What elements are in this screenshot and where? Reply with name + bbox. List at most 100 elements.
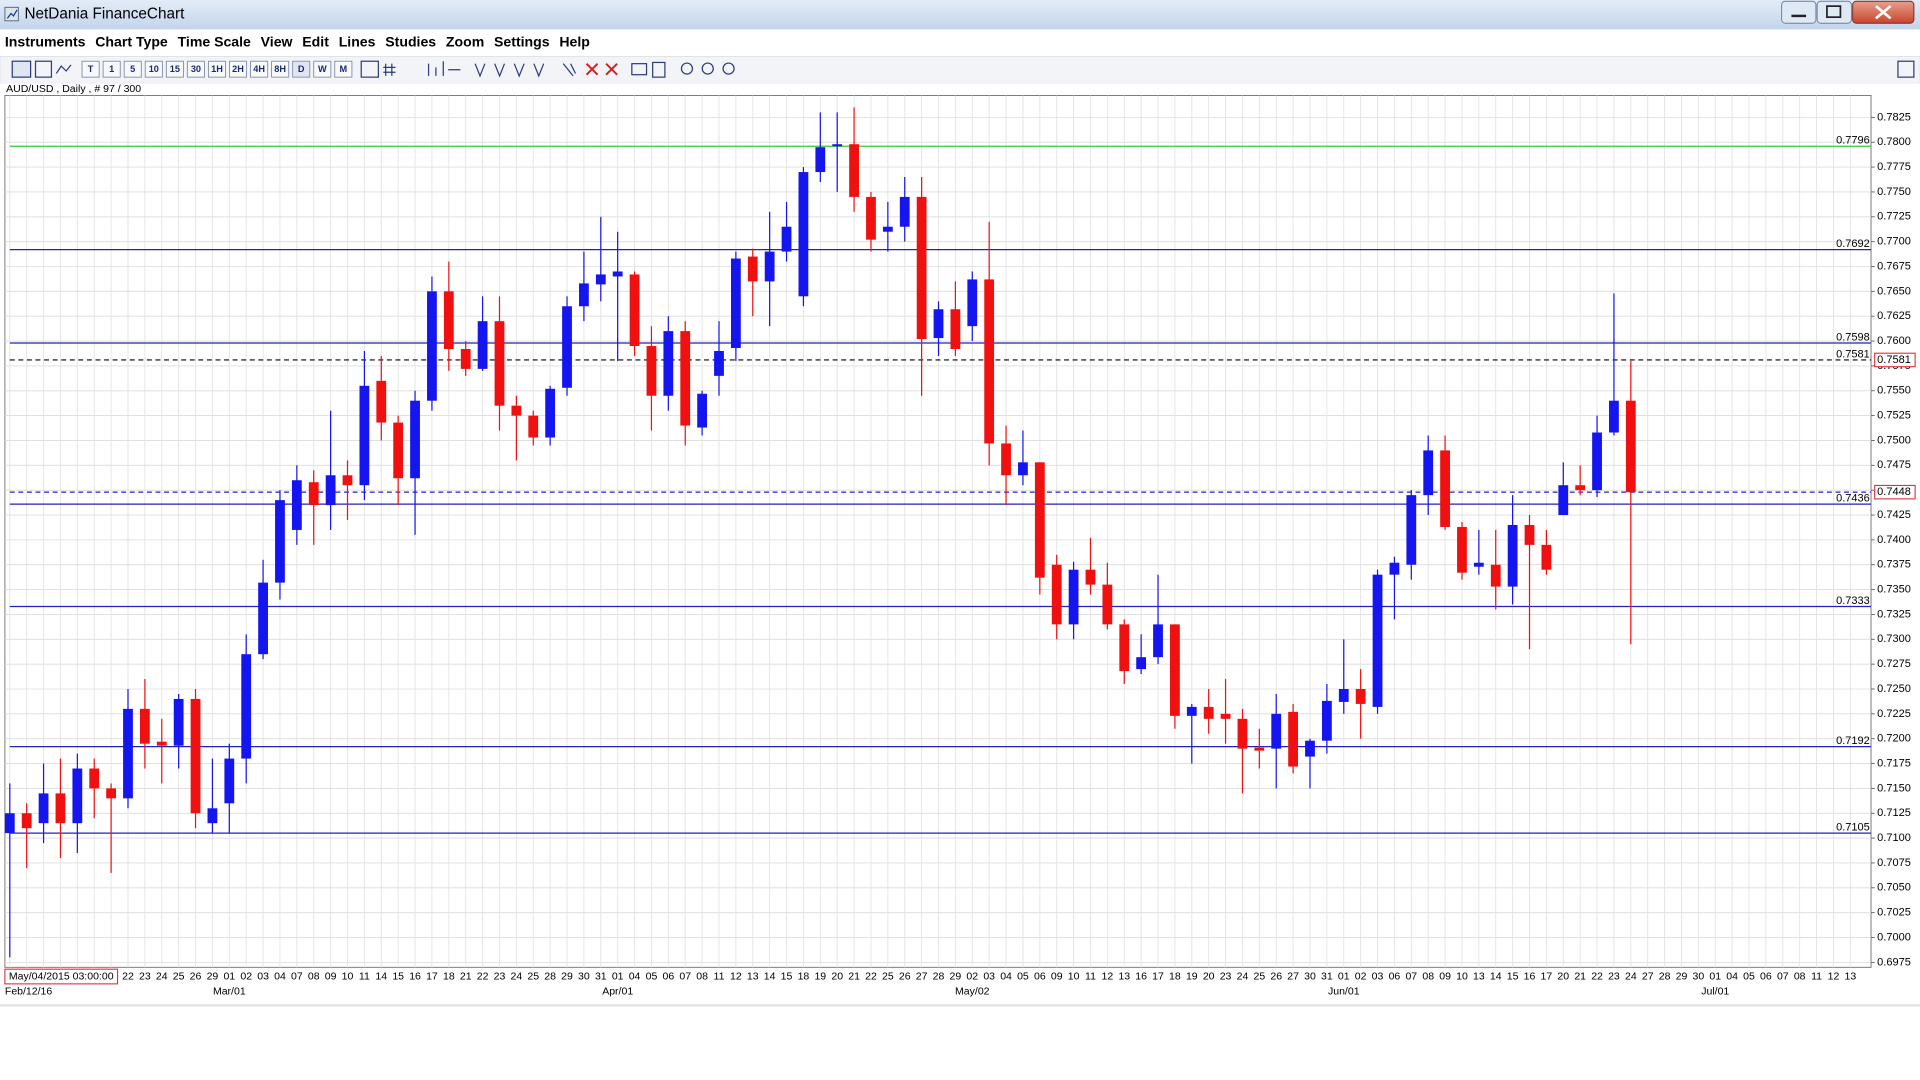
candle-body xyxy=(123,708,133,799)
tool-studies[interactable] xyxy=(427,61,461,76)
tool-edit[interactable] xyxy=(562,63,577,77)
tool-bars[interactable] xyxy=(34,60,53,78)
candle-body xyxy=(89,768,100,789)
menu-item[interactable]: Edit xyxy=(302,34,329,50)
cursor-time: May/04/2015 03:00:00 xyxy=(9,971,114,983)
menu-item[interactable]: Time Scale xyxy=(178,34,251,50)
candle-body xyxy=(747,256,758,282)
timeframe-label: 1 xyxy=(109,64,114,74)
tool-delete-all[interactable] xyxy=(605,62,618,76)
y-tick-label: 0.7425 xyxy=(1877,509,1911,521)
menu-item[interactable]: Instruments xyxy=(5,34,86,50)
menu-item[interactable]: Settings xyxy=(494,34,550,50)
x-tick-label: 01 xyxy=(1709,970,1721,982)
y-tick-label: 0.7050 xyxy=(1877,882,1911,894)
x-tick-label: 17 xyxy=(1541,970,1553,982)
x-tick-label: 22 xyxy=(865,970,877,982)
candle-body xyxy=(562,306,572,388)
y-tick-label: 0.7600 xyxy=(1877,335,1911,347)
y-tick-label: 0.7225 xyxy=(1877,708,1911,720)
level-label: 0.7598 xyxy=(1836,331,1870,343)
tool-preview[interactable] xyxy=(652,61,666,78)
tool-zoom-out[interactable] xyxy=(701,62,714,75)
x-tick-label: 10 xyxy=(342,970,354,982)
timeframe-button[interactable] xyxy=(271,60,290,78)
candle-body xyxy=(933,309,944,339)
menu-item[interactable]: Studies xyxy=(385,34,436,50)
menu-item[interactable]: View xyxy=(261,34,293,50)
candle-body xyxy=(1372,574,1383,707)
x-tick-label: 20 xyxy=(831,970,843,982)
x-tick-label: 03 xyxy=(1372,970,1384,982)
candle-body xyxy=(393,422,404,479)
x-tick-label: 09 xyxy=(325,970,337,982)
timeframe-button[interactable] xyxy=(144,60,163,78)
menu-item[interactable]: Help xyxy=(559,34,590,50)
y-tick-label: 0.7400 xyxy=(1877,534,1911,546)
x-tick-label: 24 xyxy=(1625,970,1637,982)
x-tick-label: 21 xyxy=(1574,970,1586,982)
tool-line[interactable] xyxy=(55,64,72,74)
candle-body xyxy=(646,346,657,396)
maximize-button[interactable] xyxy=(1816,0,1852,24)
x-tick-label: 08 xyxy=(1794,970,1806,982)
timeframe-button[interactable] xyxy=(292,60,311,78)
timeframe-button[interactable] xyxy=(123,60,142,78)
candle-body xyxy=(1592,432,1602,491)
timeframe-button[interactable] xyxy=(334,60,353,78)
candle-body xyxy=(1288,711,1299,767)
timeframe-button[interactable] xyxy=(81,60,100,78)
candle-body xyxy=(781,226,792,252)
candle-body xyxy=(173,698,184,746)
x-tick-label: 07 xyxy=(1405,970,1417,982)
panel-bottom xyxy=(0,1004,1920,1007)
grid xyxy=(4,95,1872,968)
tool-grid[interactable] xyxy=(383,63,396,76)
maximize-glyph xyxy=(1826,5,1842,18)
timeframe-button[interactable] xyxy=(229,60,248,78)
y-tick-label: 0.7100 xyxy=(1877,832,1911,844)
x-tick-label: 23 xyxy=(139,970,151,982)
x-tick-label: 29 xyxy=(950,970,962,982)
level-label: 0.7333 xyxy=(1836,595,1870,607)
timeframe-button[interactable] xyxy=(102,60,121,78)
candle-body xyxy=(1102,584,1113,625)
menu-item[interactable]: Chart Type xyxy=(95,34,168,50)
x-tick-label: 12 xyxy=(730,970,742,982)
level-label: 0.7436 xyxy=(1836,492,1870,504)
x-tick-label: 24 xyxy=(1237,970,1249,982)
candle-body xyxy=(1305,740,1315,757)
candle-body xyxy=(764,251,775,282)
timeframe-button[interactable] xyxy=(313,60,332,78)
minimize-button[interactable] xyxy=(1781,0,1817,24)
x-tick-label: 15 xyxy=(392,970,404,982)
x-tick-label: 25 xyxy=(173,970,185,982)
tool-candles[interactable] xyxy=(11,60,32,78)
x-tick-label: 06 xyxy=(1389,970,1401,982)
month-label: Mar/01 xyxy=(213,986,246,998)
tool-delete[interactable] xyxy=(585,62,599,76)
tool-print[interactable] xyxy=(631,63,648,76)
candle-body xyxy=(190,698,201,814)
timeframe-button[interactable] xyxy=(165,60,184,78)
tool-panel[interactable] xyxy=(1897,60,1915,78)
x-tick-label: 20 xyxy=(1557,970,1569,982)
timeframe-button[interactable] xyxy=(186,60,205,78)
timeframe-label: 4H xyxy=(253,64,265,74)
tool-zoom-in[interactable] xyxy=(680,62,694,75)
y-tick-label: 0.7650 xyxy=(1877,285,1911,297)
tool-drawing[interactable] xyxy=(474,63,545,78)
candle-body xyxy=(139,708,150,744)
candle-body xyxy=(1423,450,1434,496)
candle-body xyxy=(511,405,522,416)
candle-body xyxy=(1119,624,1130,672)
tool-zoom-fit[interactable] xyxy=(722,62,735,75)
timeframe-button[interactable] xyxy=(250,60,269,78)
tool-crosshair[interactable] xyxy=(360,60,379,78)
candle-body xyxy=(1457,526,1467,573)
menu-item[interactable]: Zoom xyxy=(446,34,484,50)
y-tick-label: 0.7175 xyxy=(1877,757,1911,769)
timeframe-button[interactable] xyxy=(207,60,226,78)
menu-item[interactable]: Lines xyxy=(339,34,376,50)
